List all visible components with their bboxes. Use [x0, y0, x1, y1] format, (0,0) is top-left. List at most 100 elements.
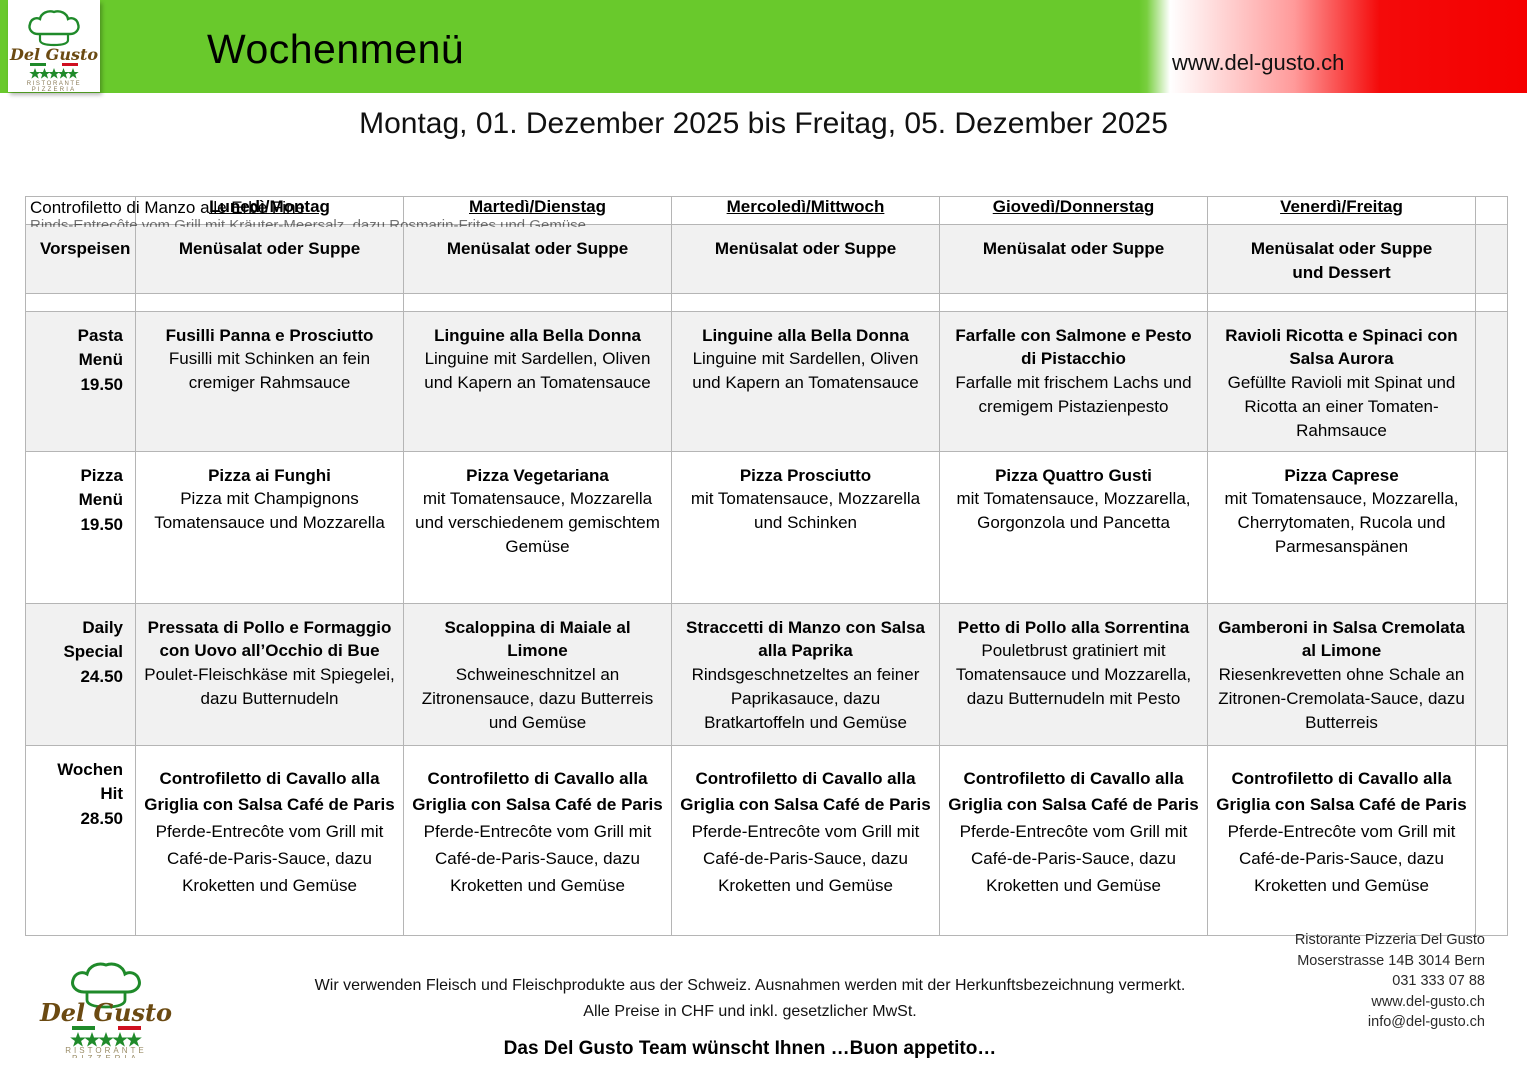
header-gradient-stripe: [1139, 0, 1527, 93]
cell-daily-monday: Pressata di Pollo e Formaggio con Uovo a…: [135, 602, 404, 746]
cell-vorspeisen-wednesday: Menüsalat oder Suppe: [671, 224, 940, 294]
row-price: 19.50: [80, 514, 123, 534]
brand-logo-footer: Del Gusto RISTORANTE PIZZERIA: [32, 958, 192, 1058]
cell-title: Fusilli Panna e Prosciutto: [165, 325, 374, 345]
table-row-pizza-menu: Pizza Menü 19.50 Pizza ai Funghi Pizza m…: [25, 450, 1508, 604]
cell-title: Pizza Vegetariana: [466, 465, 609, 485]
table-spacer-row: [25, 292, 1508, 312]
cell-title: Pizza Caprese: [1284, 465, 1399, 485]
row-label-wochen-hit: Wochen Hit 28.50: [25, 744, 136, 936]
row-label-text: Pizza Menü: [78, 465, 123, 510]
day-header-thursday: Giovedì/Donnerstag: [939, 196, 1208, 225]
contact-email[interactable]: info@del-gusto.ch: [1367, 1014, 1485, 1031]
cell-vorspeisen-friday: Menüsalat oder Suppe und Dessert: [1207, 224, 1476, 294]
cell-pasta-friday: Ravioli Ricotta e Spinaci con Salsa Auro…: [1207, 310, 1476, 452]
cell-title: Petto di Pollo alla Sorrentina: [957, 617, 1190, 637]
table-row-daily-special: Daily Special 24.50 Pressata di Pollo e …: [25, 602, 1508, 746]
weekly-menu-table: Controfiletto di Manzo alle Erbe Fine Ri…: [25, 196, 1508, 936]
stray-overlap-text-line2: Rinds-Entrecôte vom Grill mit Kräuter-Me…: [30, 217, 587, 234]
cell-pizza-monday: Pizza ai Funghi Pizza mit Champignons To…: [135, 450, 404, 604]
table-row-pasta-menu: Pasta Menü 19.50 Fusilli Panna e Prosciu…: [25, 310, 1508, 452]
cell-pizza-thursday: Pizza Quattro Gusti mit Tomatensauce, Mo…: [939, 450, 1208, 604]
cell-desc: Linguine mit Sardellen, Oliven und Kaper…: [424, 349, 651, 393]
cell-hit-wednesday: Controfiletto di Cavallo alla Griglia co…: [671, 744, 940, 936]
cell-pizza-tail: [1475, 450, 1508, 604]
cell-desc: Pouletbrust gratiniert mit Tomatensauce …: [955, 641, 1192, 708]
row-label-text: Daily Special: [63, 617, 123, 662]
contact-block: Ristorante Pizzeria Del Gusto Moserstras…: [1295, 930, 1485, 1033]
cell-vorspeisen-monday: Menüsalat oder Suppe: [135, 224, 404, 294]
cell-title: Farfalle con Salmone e Pesto di Pistacch…: [955, 325, 1192, 369]
footer-note-meat-origin: Wir verwenden Fleisch und Fleischprodukt…: [314, 977, 1186, 994]
row-label-pizza-menu: Pizza Menü 19.50: [25, 450, 136, 604]
stray-overlap-text-line1: Controfiletto di Manzo alle Erbe Fine: [30, 198, 305, 217]
cell-title: Controfiletto di Cavallo alla Griglia co…: [680, 768, 931, 815]
cell-title: Controfiletto di Cavallo alla Griglia co…: [948, 768, 1199, 815]
cell-title: Pizza Prosciutto: [739, 465, 872, 485]
spacer-cell: [25, 292, 136, 312]
logo-subtitle-pizzeria: PIZZERIA: [72, 1054, 140, 1058]
page-title: Wochenmenü: [207, 26, 465, 72]
cell-desc: Riesenkrevetten ohne Schale an Zitronen-…: [1218, 665, 1465, 732]
cell-hit-monday: Controfiletto di Cavallo alla Griglia co…: [135, 744, 404, 936]
row-label-daily-special: Daily Special 24.50: [25, 602, 136, 746]
cell-desc: Pferde-Entrecôte vom Grill mit Café-de-P…: [691, 822, 920, 896]
cell-desc: Gefüllte Ravioli mit Spinat und Ricotta …: [1227, 373, 1456, 440]
cell-hit-tuesday: Controfiletto di Cavallo alla Griglia co…: [403, 744, 672, 936]
cell-daily-tail: [1475, 602, 1508, 746]
spacer-cell: [403, 292, 672, 312]
cell-desc: Rindsgeschnetzeltes an feiner Paprikasau…: [691, 665, 920, 732]
row-label-text: Pasta Menü: [77, 325, 123, 370]
cell-hit-tail: [1475, 744, 1508, 936]
logo-subtitle-ristorante: RISTORANTE: [65, 1046, 146, 1055]
svg-text:PIZZERIA: PIZZERIA: [32, 87, 77, 92]
table-row-wochen-hit: Wochen Hit 28.50 Controfiletto di Cavall…: [25, 744, 1508, 936]
cell-title: Straccetti di Manzo con Salsa alla Papri…: [685, 617, 925, 661]
row-label-pasta-menu: Pasta Menü 19.50: [25, 310, 136, 452]
row-price: 28.50: [80, 808, 123, 828]
cell-desc: Pizza mit Champignons Tomatensauce und M…: [154, 489, 385, 533]
cell-desc: mit Tomatensauce, Mozzarella, Cherrytoma…: [1224, 489, 1459, 556]
cell-desc: Poulet-Fleischkäse mit Spiegelei, dazu B…: [144, 665, 395, 708]
cell-title: Gamberoni in Salsa Cremolata al Limone: [1218, 617, 1465, 661]
cell-vorspeisen-tuesday: Menüsalat oder Suppe: [403, 224, 672, 294]
cell-title: Controfiletto di Cavallo alla Griglia co…: [1216, 768, 1467, 815]
cell-desc: Pferde-Entrecôte vom Grill mit Café-de-P…: [1227, 822, 1456, 896]
contact-phone: 031 333 07 88: [1392, 973, 1485, 990]
cell-daily-friday: Gamberoni in Salsa Cremolata al Limone R…: [1207, 602, 1476, 746]
day-header-tuesday: Martedì/Dienstag: [403, 196, 672, 225]
day-header-wednesday: Mercoledì/Mittwoch: [671, 196, 940, 225]
cell-pizza-tuesday: Pizza Vegetariana mit Tomatensauce, Mozz…: [403, 450, 672, 604]
cell-pasta-tuesday: Linguine alla Bella Donna Linguine mit S…: [403, 310, 672, 452]
cell-title: Menüsalat oder Suppe: [714, 239, 897, 258]
cell-title: Menüsalat oder Suppe und Dessert: [1250, 239, 1433, 282]
contact-website[interactable]: www.del-gusto.ch: [1371, 993, 1485, 1010]
contact-address: Moserstrasse 14B 3014 Bern: [1297, 952, 1485, 969]
cell-desc: mit Tomatensauce, Mozzarella und Schinke…: [690, 489, 921, 533]
header-tail-cell: [1475, 196, 1508, 225]
cell-title: Scaloppina di Maiale al Limone: [444, 617, 631, 661]
date-range-subtitle: Montag, 01. Dezember 2025 bis Freitag, 0…: [359, 107, 1168, 140]
cell-desc: Pferde-Entrecôte vom Grill mit Café-de-P…: [959, 822, 1188, 896]
cell-vorspeisen-tail: [1475, 224, 1508, 294]
cell-title: Ravioli Ricotta e Spinaci con Salsa Auro…: [1225, 325, 1458, 369]
cell-hit-friday: Controfiletto di Cavallo alla Griglia co…: [1207, 744, 1476, 936]
cell-title: Pressata di Pollo e Formaggio con Uovo a…: [147, 617, 392, 661]
cell-title: Menüsalat oder Suppe: [982, 239, 1165, 258]
row-label-vorspeisen: Vorspeisen: [25, 224, 136, 294]
cell-pasta-wednesday: Linguine alla Bella Donna Linguine mit S…: [671, 310, 940, 452]
day-header-monday: Lunedì/Montag: [135, 196, 404, 225]
row-label-text: Wochen Hit: [57, 759, 123, 804]
cell-pizza-friday: Pizza Caprese mit Tomatensauce, Mozzarel…: [1207, 450, 1476, 604]
spacer-cell: [1475, 292, 1508, 312]
cell-desc: mit Tomatensauce, Mozzarella und verschi…: [415, 489, 660, 556]
cell-pasta-thursday: Farfalle con Salmone e Pesto di Pistacch…: [939, 310, 1208, 452]
row-label-text: Vorspeisen: [40, 239, 131, 258]
svg-text:Del Gusto: Del Gusto: [9, 45, 98, 64]
cell-title: Linguine alla Bella Donna: [434, 325, 641, 345]
footer-notes: Wir verwenden Fleisch und Fleischprodukt…: [250, 973, 1250, 1060]
cell-desc: Schweineschnitzel an Zitronensauce, dazu…: [421, 665, 654, 732]
cell-title: Pizza ai Funghi: [208, 465, 331, 485]
cell-pizza-wednesday: Pizza Prosciutto mit Tomatensauce, Mozza…: [671, 450, 940, 604]
cell-title: Controfiletto di Cavallo alla Griglia co…: [412, 768, 663, 815]
